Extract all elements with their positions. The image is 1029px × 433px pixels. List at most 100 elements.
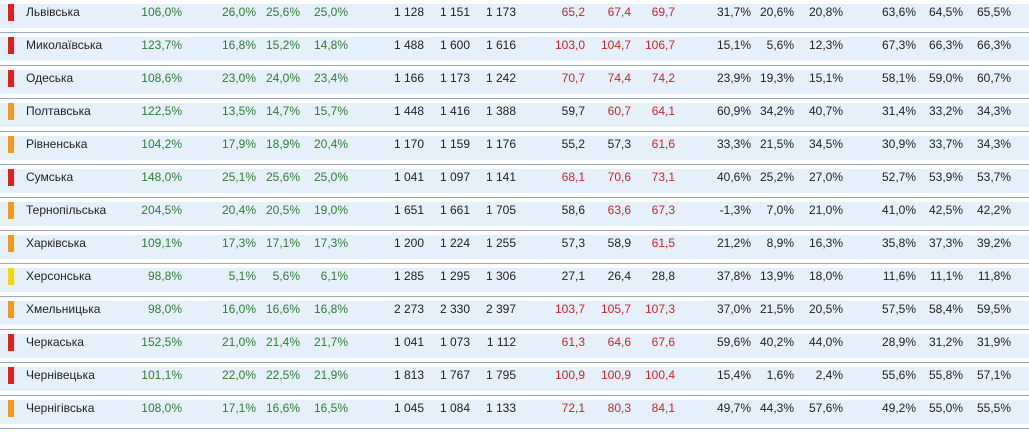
row-background [0, 136, 1029, 160]
value-cell-c4: 20,4% [313, 137, 348, 151]
value-cell-c7: 1 616 [485, 38, 516, 52]
row-background [0, 235, 1029, 259]
value-cell-c8: 61,3 [561, 335, 585, 349]
value-cell-c6: 1 084 [439, 401, 470, 415]
value-cell-c8: 55,2 [561, 137, 585, 151]
value-cell-c12: 13,9% [759, 269, 794, 283]
value-cell-c1: 109,1% [141, 236, 182, 250]
value-cell-c2: 16,8% [221, 38, 256, 52]
value-cell-c2: 17,9% [221, 137, 256, 151]
value-cell-c4: 21,7% [313, 335, 348, 349]
value-cell-c5: 1 045 [393, 401, 424, 415]
value-cell-c11: -1,3% [719, 203, 751, 217]
value-cell-c11: 40,6% [716, 170, 751, 184]
value-cell-c14: 49,2% [881, 401, 916, 415]
value-cell-c9: 104,7 [600, 38, 631, 52]
value-cell-c14: 58,1% [881, 71, 916, 85]
value-cell-c4: 16,8% [313, 302, 348, 316]
value-cell-c6: 1 416 [439, 104, 470, 118]
value-cell-c9: 105,7 [600, 302, 631, 316]
value-cell-c13: 44,0% [808, 335, 843, 349]
status-flag-red [8, 169, 14, 186]
value-cell-c6: 1 295 [439, 269, 470, 283]
value-cell-c16: 57,1% [976, 368, 1011, 382]
table-row: Чернігівська 108,0% 17,1% 16,6% 16,5% 1 045 1 … [0, 396, 1029, 429]
value-cell-c4: 17,3% [313, 236, 348, 250]
value-cell-c1: 148,0% [141, 170, 182, 184]
value-cell-c13: 20,8% [808, 5, 843, 19]
value-cell-c3: 16,6% [265, 401, 300, 415]
value-cell-c13: 2,4% [815, 368, 843, 382]
value-cell-c14: 35,8% [881, 236, 916, 250]
row-background [0, 334, 1029, 358]
region-name: Одеська [26, 71, 74, 85]
value-cell-c10: 73,1 [651, 170, 675, 184]
value-cell-c2: 22,0% [221, 368, 256, 382]
value-cell-c11: 31,7% [716, 5, 751, 19]
value-cell-c2: 16,0% [221, 302, 256, 316]
region-name: Херсонська [26, 269, 92, 283]
value-cell-c15: 58,4% [928, 302, 963, 316]
value-cell-c3: 25,6% [265, 170, 300, 184]
value-cell-c14: 28,9% [881, 335, 916, 349]
status-flag-red [8, 4, 14, 21]
value-cell-c12: 5,6% [766, 38, 794, 52]
value-cell-c1: 204,5% [141, 203, 182, 217]
value-cell-c3: 16,6% [265, 302, 300, 316]
status-flag-red [8, 70, 14, 87]
value-cell-c3: 24,0% [265, 71, 300, 85]
value-cell-c8: 103,7 [554, 302, 585, 316]
value-cell-c12: 8,9% [766, 236, 794, 250]
value-cell-c9: 80,3 [607, 401, 631, 415]
value-cell-c16: 31,9% [976, 335, 1011, 349]
region-name: Львівська [26, 5, 80, 19]
value-cell-c6: 1 097 [439, 170, 470, 184]
value-cell-c5: 1 166 [393, 71, 424, 85]
value-cell-c3: 21,4% [265, 335, 300, 349]
value-cell-c13: 57,6% [808, 401, 843, 415]
value-cell-c4: 14,8% [313, 38, 348, 52]
value-cell-c1: 108,6% [141, 71, 182, 85]
value-cell-c14: 55,6% [881, 368, 916, 382]
region-name: Чернігівська [26, 401, 95, 415]
value-cell-c16: 42,2% [976, 203, 1011, 217]
value-cell-c5: 1 651 [393, 203, 424, 217]
value-cell-c3: 15,2% [265, 38, 300, 52]
value-cell-c12: 21,5% [759, 137, 794, 151]
table-row: Львівська 106,0% 26,0% 25,6% 25,0% 1 128 1 151… [0, 0, 1029, 33]
value-cell-c10: 61,5 [651, 236, 675, 250]
value-cell-c3: 22,5% [265, 368, 300, 382]
value-cell-c16: 60,7% [976, 71, 1011, 85]
row-background [0, 103, 1029, 127]
value-cell-c8: 68,1 [561, 170, 585, 184]
value-cell-c9: 57,3 [607, 137, 631, 151]
status-flag-orange [8, 136, 14, 153]
table-row: Одеська 108,6% 23,0% 24,0% 23,4% 1 166 1 173 1 … [0, 66, 1029, 99]
value-cell-c7: 1 306 [485, 269, 516, 283]
value-cell-c15: 59,0% [928, 71, 963, 85]
value-cell-c14: 63,6% [881, 5, 916, 19]
value-cell-c16: 11,8% [977, 269, 1011, 283]
value-cell-c10: 67,3 [651, 203, 675, 217]
value-cell-c13: 27,0% [808, 170, 843, 184]
region-name: Полтавська [26, 104, 91, 118]
value-cell-c8: 65,2 [561, 5, 585, 19]
value-cell-c11: 15,1% [716, 38, 751, 52]
value-cell-c8: 70,7 [561, 71, 585, 85]
value-cell-c6: 1 151 [439, 5, 470, 19]
value-cell-c5: 1 041 [393, 335, 424, 349]
value-cell-c3: 25,6% [265, 5, 300, 19]
value-cell-c16: 59,5% [976, 302, 1011, 316]
region-name: Черкаська [26, 335, 84, 349]
value-cell-c10: 69,7 [651, 5, 675, 19]
value-cell-c10: 61,6 [651, 137, 675, 151]
status-flag-yellow [8, 268, 14, 285]
value-cell-c2: 23,0% [221, 71, 256, 85]
row-background [0, 70, 1029, 94]
value-cell-c12: 25,2% [759, 170, 794, 184]
value-cell-c8: 103,0 [554, 38, 585, 52]
table-row: Полтавська 122,5% 13,5% 14,7% 15,7% 1 448 1 41… [0, 99, 1029, 132]
value-cell-c15: 55,0% [928, 401, 963, 415]
value-cell-c13: 21,0% [808, 203, 843, 217]
